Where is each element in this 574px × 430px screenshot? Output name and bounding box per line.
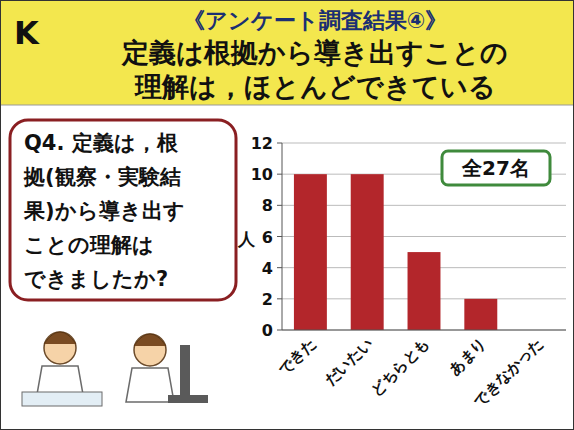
- header-rule: [1, 105, 573, 106]
- illustration: [126, 334, 174, 402]
- question-line: 果)から導き出す: [23, 199, 185, 223]
- annotation: 全27名: [461, 156, 530, 180]
- bar: [294, 174, 327, 330]
- y-tick-label: 0: [262, 321, 273, 340]
- x-axis: [282, 330, 566, 331]
- hair: [44, 332, 76, 344]
- question-line: できましたか?: [24, 267, 168, 291]
- annotation-group: 全27名: [442, 151, 550, 185]
- y-tick-label: 8: [262, 196, 273, 215]
- tick-mark: [277, 330, 282, 331]
- bar: [408, 252, 441, 330]
- x-tick-label: だいたい: [321, 334, 376, 389]
- y-tick-label: 10: [251, 165, 273, 184]
- tick-mark: [277, 267, 282, 268]
- tick-mark: [277, 205, 282, 206]
- microscope: [180, 345, 190, 395]
- tick-mark: [277, 236, 282, 237]
- y-axis: [282, 143, 283, 330]
- annotation-box: [442, 151, 550, 185]
- bar: [351, 174, 384, 330]
- panel-letter: K: [14, 14, 40, 52]
- question-line: Q4. 定義は，根: [24, 131, 179, 155]
- grid-line: [282, 143, 566, 144]
- frame: [1, 1, 574, 430]
- y-tick-label: 2: [262, 290, 273, 309]
- bars: [294, 174, 497, 330]
- header-band: [1, 1, 573, 105]
- lab-bench: [22, 392, 102, 406]
- heading-line: 定義は根拠から導き出すことの: [121, 37, 508, 68]
- y-axis-title: 人: [237, 229, 256, 249]
- question-line: 拠(観察・実験結: [23, 165, 181, 189]
- x-tick-label: できた: [275, 334, 320, 379]
- coat: [126, 368, 174, 402]
- tick-mark: [277, 174, 282, 175]
- tick-mark: [277, 298, 282, 299]
- y-tick-label: 12: [251, 134, 273, 153]
- illustration: [36, 332, 84, 400]
- question-line: ことの理解は: [24, 233, 154, 257]
- x-tick-label: どちらとも: [367, 334, 433, 400]
- y-tick-label: 4: [262, 259, 273, 278]
- heading-line: 《アンケート調査結果④》: [183, 8, 448, 33]
- x-tick-label: あまり: [445, 334, 490, 379]
- heading-line: 理解は，ほとんどできている: [134, 71, 496, 102]
- tick-mark: [277, 143, 282, 144]
- microscope-base: [168, 395, 208, 403]
- y-tick-label: 6: [262, 228, 273, 247]
- page: K 《アンケート調査結果④》定義は根拠から導き出すことの理解は，ほとんどできている…: [0, 0, 574, 430]
- head: [134, 334, 166, 366]
- x-tick-label: できなかった: [470, 334, 546, 410]
- grid-line: [282, 330, 566, 331]
- question-box: [10, 120, 236, 300]
- bar: [464, 299, 497, 330]
- hair: [134, 334, 166, 346]
- head: [44, 332, 76, 364]
